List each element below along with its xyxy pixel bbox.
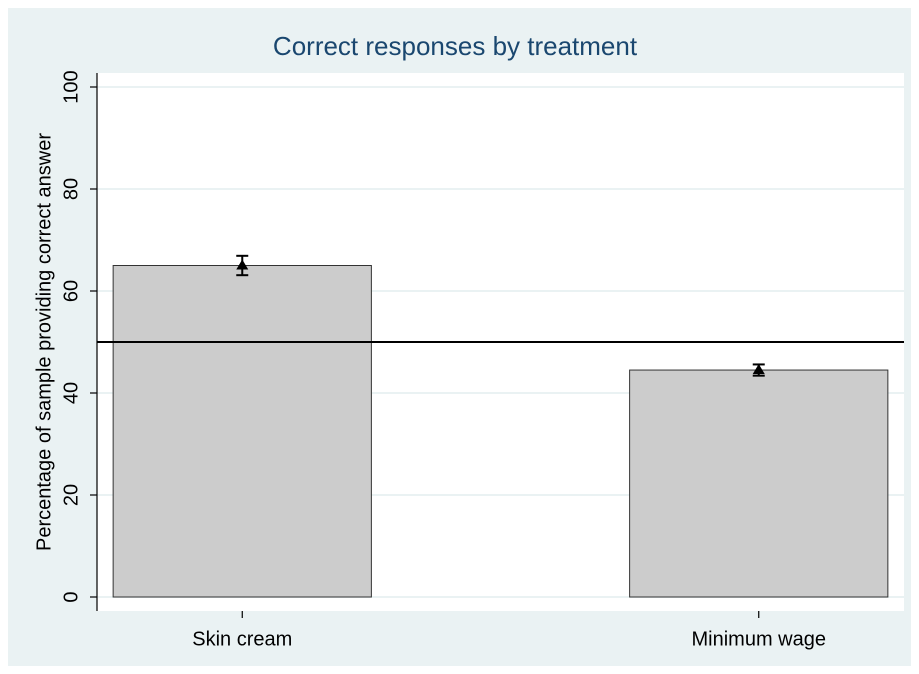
y-tick-label: 0	[60, 591, 82, 602]
x-tick-label: Minimum wage	[691, 628, 825, 650]
y-tick-label: 40	[60, 382, 82, 404]
y-axis-label: Percentage of sample providing correct a…	[33, 133, 55, 551]
error-bar-marker	[236, 259, 249, 270]
y-tick-label: 80	[60, 178, 82, 200]
y-tick-label: 60	[60, 280, 82, 302]
chart-title: Correct responses by treatment	[273, 31, 638, 61]
error-bar	[752, 363, 765, 377]
error-bar	[236, 254, 249, 277]
y-tick-label: 100	[60, 70, 82, 103]
bar	[629, 369, 889, 598]
bar	[112, 265, 372, 598]
error-bar-marker	[752, 364, 765, 375]
x-tick-label: Skin cream	[192, 628, 292, 650]
y-tick-label: 20	[60, 484, 82, 506]
